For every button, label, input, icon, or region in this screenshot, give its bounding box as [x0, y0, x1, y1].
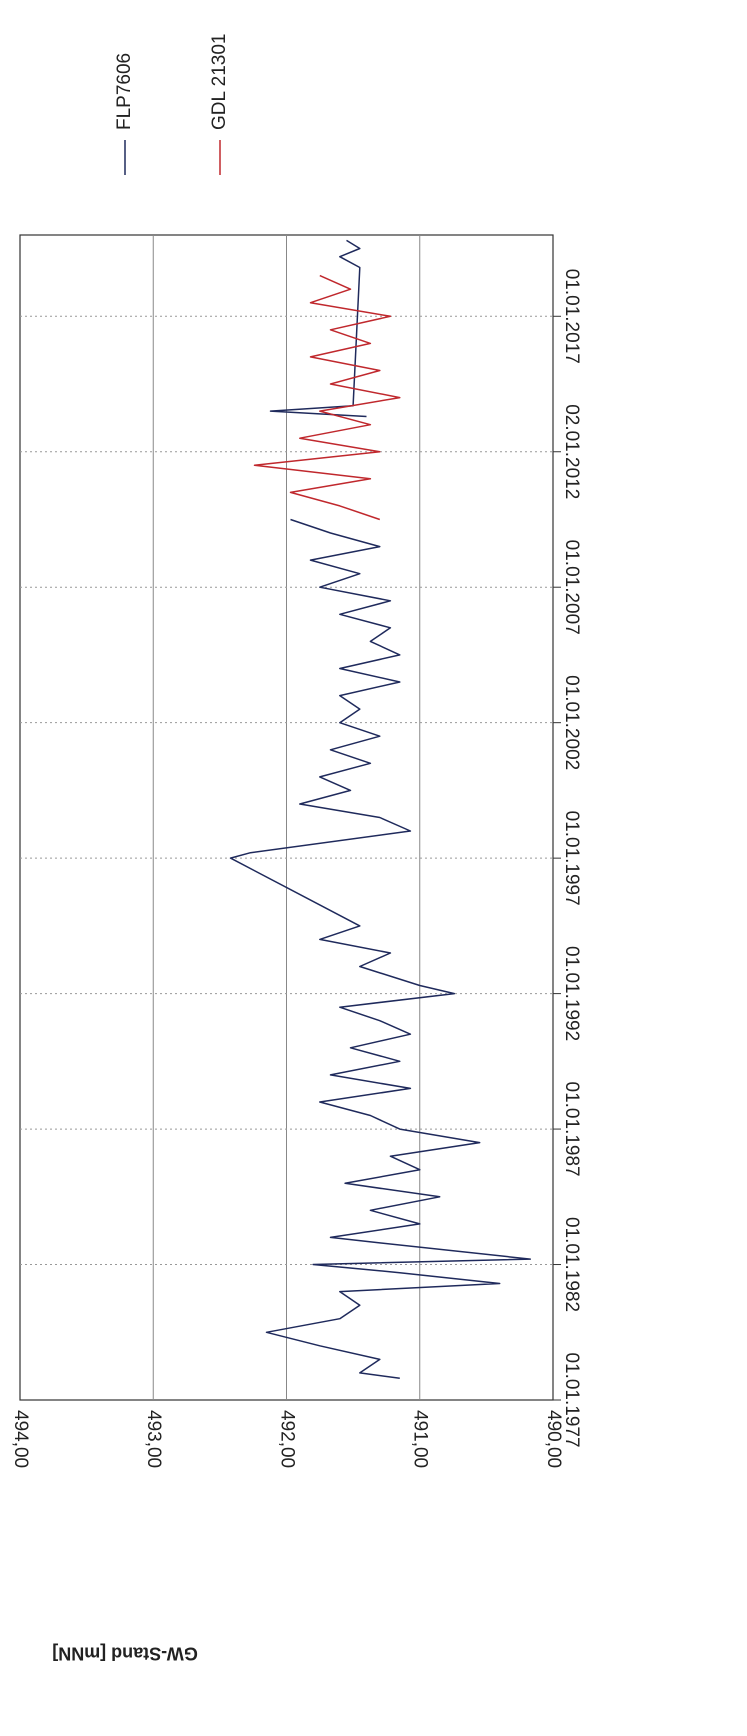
data-line: [253, 274, 401, 521]
x-tick-label: 01.01.2017: [561, 269, 582, 364]
x-tick-label: 02.01.2012: [561, 404, 582, 499]
x-tick-label: 01.01.2007: [561, 540, 582, 635]
y-axis-title: GW-Stand [mNN]: [52, 1643, 198, 1663]
x-tick-label: 01.01.2002: [561, 675, 582, 770]
y-tick-label: 492,00: [276, 1410, 297, 1468]
y-tick-label: 491,00: [410, 1410, 431, 1468]
data-line: [229, 239, 532, 1380]
x-tick-label: 01.01.1992: [561, 946, 582, 1041]
x-tick-label: 01.01.1987: [561, 1082, 582, 1177]
legend-label: FLP7606: [114, 53, 135, 130]
y-tick-label: 493,00: [143, 1410, 164, 1468]
x-tick-label: 01.01.1982: [561, 1217, 582, 1312]
y-tick-label: 490,00: [543, 1410, 564, 1468]
x-tick-label: 01.01.1997: [561, 811, 582, 906]
y-tick-label: 494,00: [10, 1410, 31, 1468]
legend-label: GDL 21301: [209, 34, 230, 130]
x-tick-label: 01.01.1977: [561, 1352, 582, 1447]
